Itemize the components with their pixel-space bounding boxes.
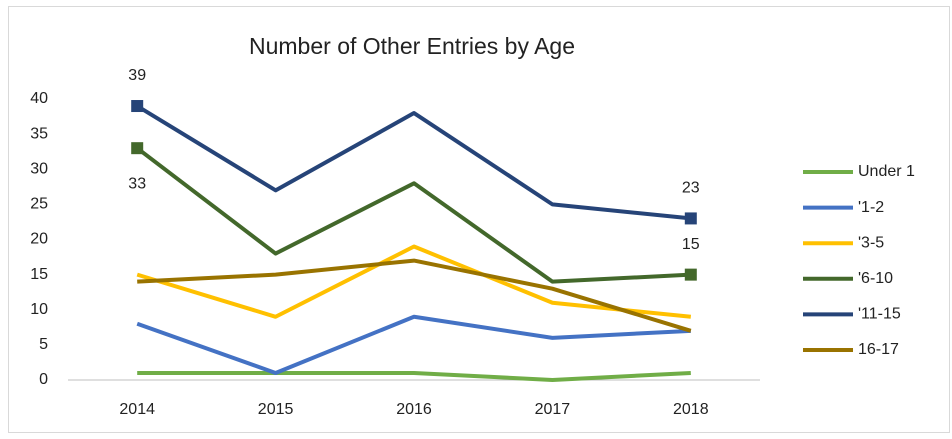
point-marker — [684, 212, 697, 225]
legend-label: '1-2 — [858, 199, 884, 216]
legend-label: '6-10 — [858, 270, 893, 287]
x-tick-label: 2015 — [258, 401, 294, 418]
series-line — [135, 146, 691, 284]
y-tick-label: 25 — [30, 196, 48, 213]
legend-label: '3-5 — [858, 234, 884, 251]
y-tick-label: 40 — [30, 90, 48, 107]
series-line — [137, 258, 692, 333]
y-tick-label: 35 — [30, 125, 48, 142]
point-marker — [131, 142, 144, 155]
data-label: 39 — [128, 67, 146, 84]
series-line — [136, 244, 692, 319]
y-tick-label: 30 — [30, 160, 48, 177]
y-tick-label: 5 — [39, 336, 48, 353]
legend-label: '11-15 — [858, 306, 901, 323]
legend-label: Under 1 — [858, 163, 915, 180]
y-tick-label: 15 — [30, 266, 48, 283]
x-tick-label: 2016 — [396, 401, 432, 418]
point-marker — [131, 100, 144, 113]
y-tick-label: 0 — [39, 371, 48, 388]
data-label: 33 — [128, 175, 146, 192]
data-label: 15 — [682, 236, 700, 253]
legend-label: 16-17 — [858, 341, 899, 358]
data-label: 23 — [682, 180, 700, 197]
y-tick-label: 10 — [30, 301, 48, 318]
chart-frame — [8, 6, 950, 433]
x-tick-label: 2018 — [673, 401, 709, 418]
point-marker — [684, 268, 697, 281]
series-line — [136, 104, 692, 221]
series-line — [137, 370, 691, 382]
x-tick-label: 2017 — [535, 401, 571, 418]
y-tick-label: 20 — [30, 231, 48, 248]
series-line — [136, 314, 691, 375]
x-tick-label: 2014 — [119, 401, 155, 418]
chart-title: Number of Other Entries by Age — [249, 33, 575, 59]
